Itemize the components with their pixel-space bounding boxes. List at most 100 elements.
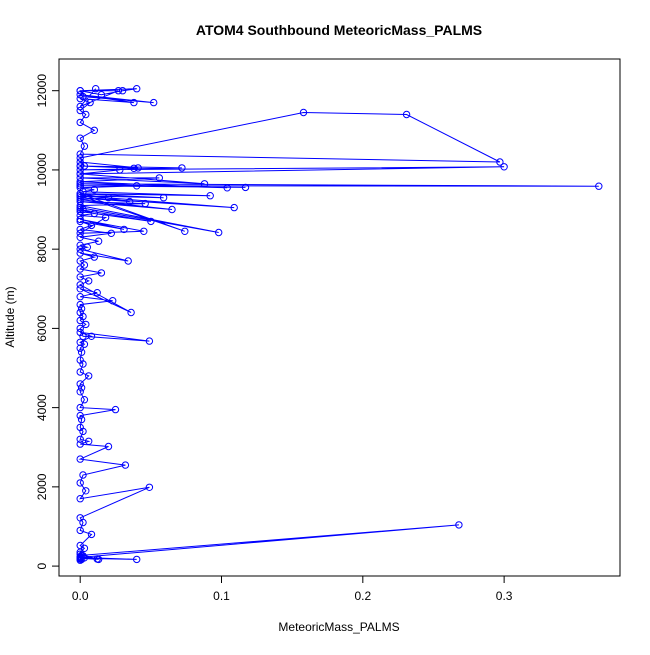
data-point bbox=[155, 174, 164, 182]
chart-title: ATOM4 Southbound MeteoricMass_PALMS bbox=[196, 22, 482, 38]
data-point bbox=[90, 253, 99, 261]
data-point bbox=[76, 245, 84, 253]
data-point bbox=[85, 372, 93, 380]
data-point bbox=[82, 320, 90, 329]
y-tick-label: 6000 bbox=[35, 315, 49, 342]
data-point bbox=[76, 308, 84, 317]
data-point bbox=[90, 186, 99, 194]
data-point bbox=[76, 479, 84, 487]
data-point bbox=[76, 162, 84, 170]
data-point bbox=[76, 553, 84, 562]
data-point bbox=[76, 435, 84, 443]
data-point bbox=[76, 514, 84, 522]
data-point bbox=[496, 158, 504, 166]
data-point bbox=[104, 442, 113, 451]
data-point bbox=[77, 348, 86, 356]
data-point bbox=[76, 182, 84, 190]
data-point bbox=[124, 257, 132, 265]
data-point bbox=[76, 118, 84, 127]
data-point bbox=[76, 106, 84, 115]
data-point bbox=[76, 150, 84, 158]
data-point bbox=[76, 154, 84, 162]
x-axis: 0.0 0.1 0.2 0.3 bbox=[72, 575, 513, 603]
y-axis: 0 2000 4000 6000 8000 10000 12000 bbox=[35, 74, 60, 569]
data-point bbox=[76, 356, 84, 364]
data-point bbox=[85, 437, 93, 445]
y-tick-label: 12000 bbox=[35, 74, 49, 108]
data-point bbox=[121, 461, 130, 469]
data-point bbox=[93, 289, 101, 297]
data-point bbox=[76, 87, 84, 95]
data-point bbox=[299, 108, 308, 117]
data-point bbox=[90, 126, 99, 135]
data-point bbox=[134, 164, 142, 172]
y-tick-label: 8000 bbox=[35, 235, 49, 262]
data-point bbox=[140, 227, 148, 236]
data-point bbox=[76, 249, 84, 257]
data-point bbox=[133, 85, 141, 93]
y-tick-label: 2000 bbox=[35, 473, 49, 500]
y-tick-label: 0 bbox=[35, 562, 49, 569]
data-point bbox=[76, 215, 84, 224]
data-point bbox=[133, 182, 141, 190]
data-point bbox=[80, 340, 89, 348]
x-tick-label: 0.2 bbox=[354, 589, 371, 603]
data-point bbox=[107, 229, 116, 238]
data-point bbox=[76, 423, 84, 432]
data-point bbox=[76, 550, 84, 558]
data-point bbox=[76, 368, 84, 376]
data-point bbox=[145, 483, 154, 491]
data-point bbox=[76, 285, 84, 293]
data-point bbox=[133, 555, 141, 564]
data-point bbox=[215, 228, 223, 237]
data-point bbox=[82, 487, 90, 495]
data-point bbox=[97, 91, 106, 99]
data-point bbox=[130, 98, 138, 107]
data-point bbox=[79, 471, 87, 479]
data-point bbox=[241, 183, 250, 192]
data-point bbox=[76, 281, 84, 289]
data-point bbox=[76, 194, 84, 202]
data-point bbox=[77, 415, 86, 424]
data-point bbox=[127, 308, 135, 317]
data-point bbox=[87, 332, 96, 340]
data-point bbox=[94, 237, 103, 245]
data-point bbox=[76, 455, 84, 463]
y-axis-label: Altitude (m) bbox=[3, 286, 17, 347]
series-line bbox=[78, 88, 599, 561]
y-tick-label: 4000 bbox=[35, 394, 49, 421]
data-point bbox=[150, 98, 158, 107]
data-point bbox=[109, 297, 117, 305]
data-point bbox=[111, 405, 120, 414]
data-point bbox=[79, 332, 87, 340]
data-point bbox=[79, 92, 87, 101]
x-tick-label: 0.0 bbox=[72, 589, 89, 603]
data-point bbox=[595, 182, 603, 190]
data-point bbox=[76, 257, 84, 265]
data-point bbox=[181, 227, 189, 236]
data-point bbox=[76, 170, 84, 178]
data-point bbox=[76, 102, 84, 111]
data-point bbox=[82, 110, 90, 119]
data-point bbox=[200, 180, 209, 188]
data-point bbox=[116, 166, 124, 174]
data-point bbox=[76, 166, 84, 174]
data-point bbox=[80, 162, 89, 170]
data-point bbox=[85, 277, 93, 285]
data-point bbox=[76, 541, 84, 550]
data-point bbox=[80, 261, 89, 269]
data-point bbox=[230, 203, 238, 212]
plot-frame bbox=[58, 58, 621, 577]
data-point bbox=[94, 555, 103, 564]
data-point bbox=[178, 164, 186, 172]
data-point bbox=[402, 110, 411, 119]
y-tick-label: 10000 bbox=[35, 153, 49, 187]
data-point bbox=[76, 388, 84, 396]
data-point bbox=[76, 158, 84, 166]
data-point bbox=[206, 192, 214, 200]
data-point bbox=[76, 233, 84, 242]
series-layer bbox=[76, 85, 603, 564]
data-point bbox=[97, 269, 106, 277]
